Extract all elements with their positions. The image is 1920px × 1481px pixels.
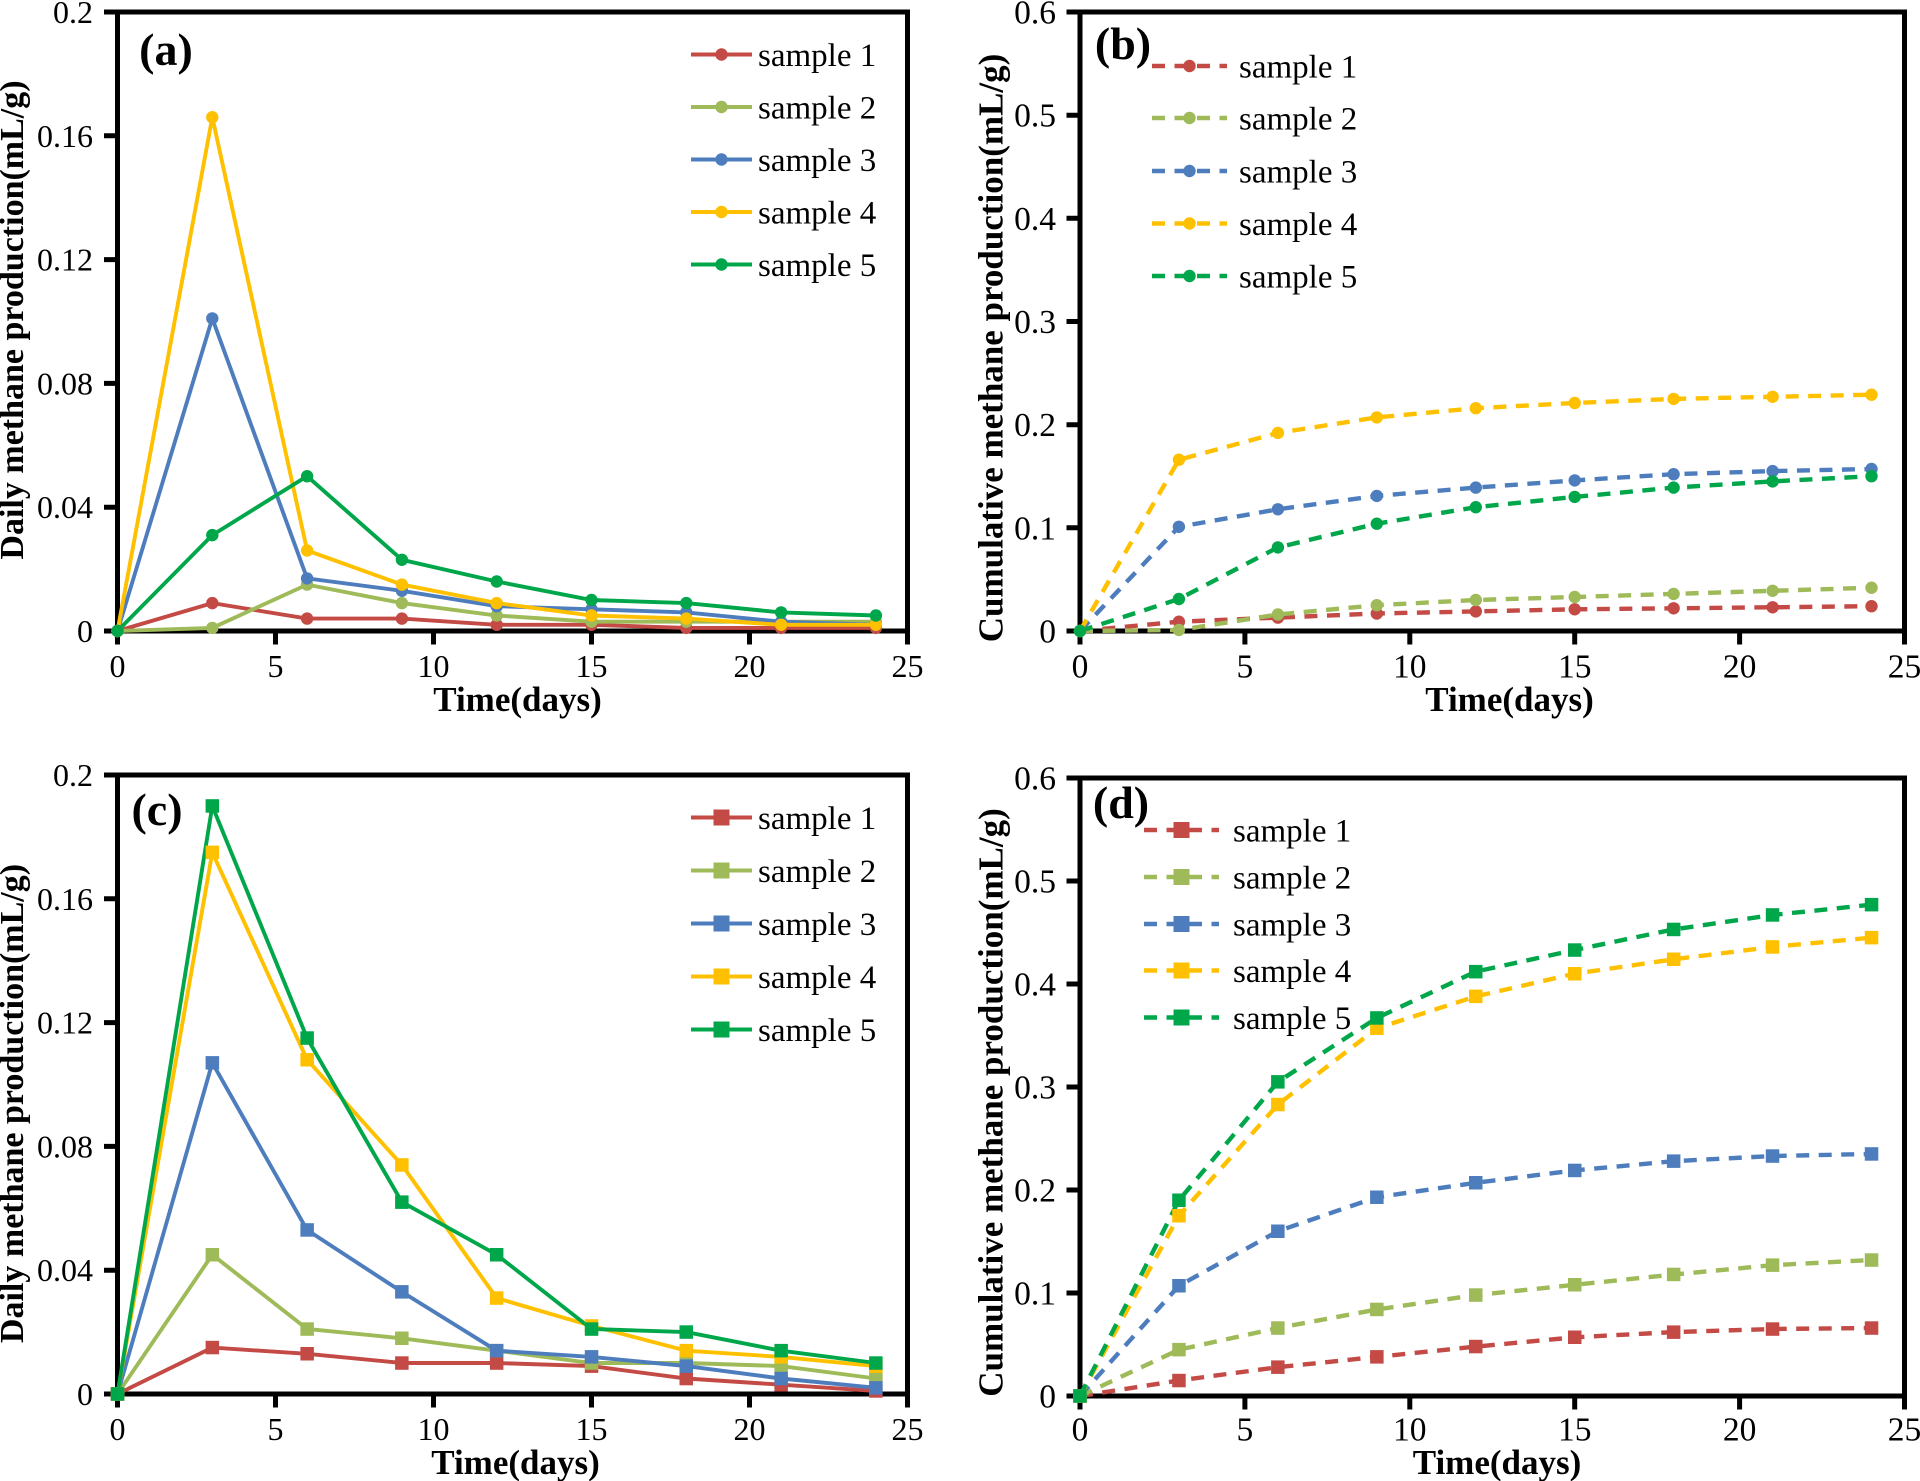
svg-text:sample 3: sample 3 — [1233, 908, 1351, 944]
svg-text:(a): (a) — [139, 24, 193, 75]
svg-text:0.2: 0.2 — [53, 757, 93, 793]
svg-text:0: 0 — [110, 648, 126, 684]
svg-text:(d): (d) — [1093, 777, 1149, 828]
svg-text:25: 25 — [892, 648, 924, 684]
svg-text:10: 10 — [1393, 1412, 1427, 1449]
svg-text:sample 4: sample 4 — [758, 196, 876, 232]
svg-text:0.1: 0.1 — [1014, 1276, 1056, 1313]
svg-text:0.6: 0.6 — [1014, 0, 1056, 32]
svg-text:0.4: 0.4 — [1014, 967, 1056, 1004]
svg-text:15: 15 — [576, 1411, 608, 1447]
svg-text:0.12: 0.12 — [37, 242, 93, 278]
svg-text:0.6: 0.6 — [1014, 761, 1056, 798]
svg-text:0.16: 0.16 — [37, 881, 93, 917]
svg-text:sample 1: sample 1 — [758, 38, 876, 74]
svg-text:0: 0 — [1072, 1412, 1089, 1449]
svg-text:(b): (b) — [1095, 18, 1151, 69]
svg-text:10: 10 — [1393, 649, 1427, 686]
svg-text:0: 0 — [1039, 1379, 1056, 1416]
svg-text:0.16: 0.16 — [37, 118, 93, 154]
svg-text:20: 20 — [1723, 649, 1757, 686]
svg-text:25: 25 — [892, 1411, 924, 1447]
svg-text:0.08: 0.08 — [37, 1128, 93, 1164]
svg-text:0.3: 0.3 — [1014, 1070, 1056, 1107]
svg-text:(c): (c) — [131, 784, 182, 835]
svg-text:20: 20 — [734, 648, 766, 684]
svg-text:sample 1: sample 1 — [1233, 814, 1351, 850]
svg-text:0: 0 — [1072, 649, 1089, 686]
svg-text:Time(days): Time(days) — [1425, 680, 1594, 719]
svg-text:0.5: 0.5 — [1014, 864, 1056, 901]
svg-text:sample 4: sample 4 — [758, 960, 876, 996]
svg-text:0.2: 0.2 — [1014, 407, 1056, 444]
svg-text:sample 4: sample 4 — [1239, 207, 1357, 243]
svg-text:0.1: 0.1 — [1014, 510, 1056, 547]
svg-text:sample 5: sample 5 — [1239, 260, 1357, 296]
svg-text:0.12: 0.12 — [37, 1005, 93, 1041]
svg-text:sample 2: sample 2 — [758, 91, 876, 127]
svg-text:25: 25 — [1888, 1412, 1920, 1449]
svg-text:Cumulative methane production(: Cumulative methane production(mL/g) — [972, 54, 1011, 643]
svg-text:sample 5: sample 5 — [758, 248, 876, 284]
svg-text:5: 5 — [268, 1411, 284, 1447]
svg-text:15: 15 — [1558, 1412, 1592, 1449]
svg-text:0.04: 0.04 — [37, 1252, 93, 1288]
svg-text:sample 3: sample 3 — [758, 143, 876, 179]
svg-text:0: 0 — [77, 1376, 93, 1412]
svg-text:10: 10 — [418, 1411, 450, 1447]
svg-text:15: 15 — [576, 648, 608, 684]
svg-text:sample 3: sample 3 — [1239, 155, 1357, 191]
svg-text:Time(days): Time(days) — [433, 680, 602, 719]
svg-text:sample 2: sample 2 — [1239, 102, 1357, 138]
svg-text:sample 2: sample 2 — [758, 854, 876, 890]
svg-text:Cumulative methane production(: Cumulative methane production(mL/g) — [972, 808, 1011, 1397]
svg-text:15: 15 — [1558, 649, 1592, 686]
svg-text:5: 5 — [1237, 1412, 1254, 1449]
svg-text:0.2: 0.2 — [53, 0, 93, 30]
svg-text:sample 4: sample 4 — [1233, 954, 1351, 990]
svg-text:0.3: 0.3 — [1014, 304, 1056, 341]
svg-text:sample 5: sample 5 — [758, 1013, 876, 1049]
svg-text:0.08: 0.08 — [37, 365, 93, 401]
svg-text:sample 1: sample 1 — [1239, 50, 1357, 86]
svg-text:0: 0 — [77, 613, 93, 649]
svg-text:sample 3: sample 3 — [758, 907, 876, 943]
svg-text:0.04: 0.04 — [37, 489, 93, 525]
svg-text:sample 5: sample 5 — [1233, 1001, 1351, 1037]
svg-text:Time(days): Time(days) — [431, 1443, 600, 1481]
svg-text:25: 25 — [1888, 649, 1920, 686]
svg-text:5: 5 — [1237, 649, 1254, 686]
svg-text:sample 1: sample 1 — [758, 801, 876, 837]
svg-text:sample 2: sample 2 — [1233, 861, 1351, 897]
svg-text:0.4: 0.4 — [1014, 201, 1056, 238]
svg-text:Daily methane production(mL/g): Daily methane production(mL/g) — [0, 80, 31, 559]
svg-text:0: 0 — [110, 1411, 126, 1447]
svg-text:20: 20 — [1723, 1412, 1757, 1449]
svg-text:0.5: 0.5 — [1014, 98, 1056, 135]
svg-text:Daily methane production(mL/g): Daily methane production(mL/g) — [0, 864, 31, 1343]
svg-text:20: 20 — [734, 1411, 766, 1447]
svg-text:0: 0 — [1039, 614, 1056, 651]
svg-text:0.2: 0.2 — [1014, 1173, 1056, 1210]
svg-text:5: 5 — [268, 648, 284, 684]
svg-text:10: 10 — [418, 648, 450, 684]
svg-text:Time(days): Time(days) — [1413, 1443, 1582, 1481]
